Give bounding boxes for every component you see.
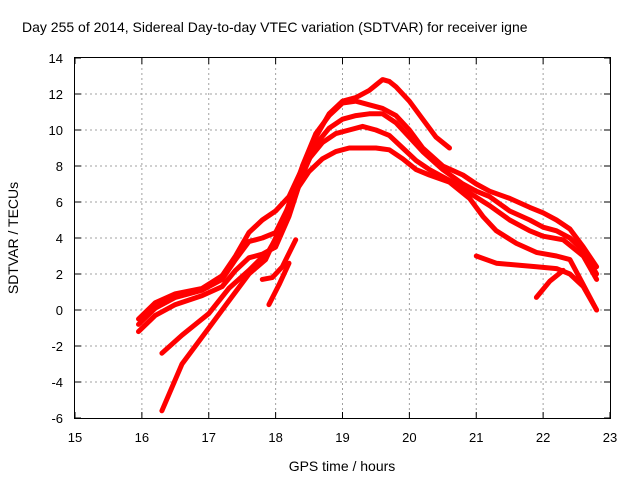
y-tick-labels: -6 -4 -2 0 2 4 6 8 10 12 14 <box>49 51 63 426</box>
y-tick-label: 4 <box>56 231 63 246</box>
y-tick-label: 2 <box>56 267 63 282</box>
ticks <box>74 57 611 419</box>
plot-frame <box>74 57 611 419</box>
series-line-s6 <box>259 237 299 282</box>
x-tick-label: 20 <box>402 430 416 445</box>
series-line-s3 <box>136 111 600 335</box>
chart-title: Day 255 of 2014, Sidereal Day-to-day VTE… <box>22 19 528 35</box>
x-tick-label: 17 <box>202 430 216 445</box>
series-group <box>136 77 600 414</box>
y-axis-label: SDTVAR / TECUs <box>5 182 21 294</box>
series-line-s4 <box>159 123 600 414</box>
y-tick-label: 12 <box>49 87 63 102</box>
y-tick-label: 10 <box>49 123 63 138</box>
x-tick-label: 15 <box>68 430 82 445</box>
y-tick-label: -4 <box>51 375 63 390</box>
y-tick-label: 8 <box>56 159 63 174</box>
x-tick-label: 22 <box>536 430 550 445</box>
x-tick-label: 18 <box>268 430 282 445</box>
series-line-s8 <box>473 253 600 313</box>
x-tick-label: 21 <box>469 430 483 445</box>
y-tick-label: 0 <box>56 303 63 318</box>
series-line-s9 <box>533 267 566 300</box>
y-tick-label: 6 <box>56 195 63 210</box>
y-tick-label: -2 <box>51 339 63 354</box>
x-tick-label: 23 <box>603 430 617 445</box>
series-line-s2 <box>136 98 600 327</box>
series-line-s5 <box>159 145 600 356</box>
x-tick-label: 19 <box>335 430 349 445</box>
y-tick-label: -6 <box>51 411 63 426</box>
x-axis-label: GPS time / hours <box>289 458 396 474</box>
series-line-s7 <box>266 260 292 308</box>
grid <box>75 58 610 418</box>
y-tick-label: 14 <box>49 51 63 66</box>
x-tick-labels: 15 16 17 18 19 20 21 22 23 <box>68 430 617 445</box>
x-tick-label: 16 <box>135 430 149 445</box>
